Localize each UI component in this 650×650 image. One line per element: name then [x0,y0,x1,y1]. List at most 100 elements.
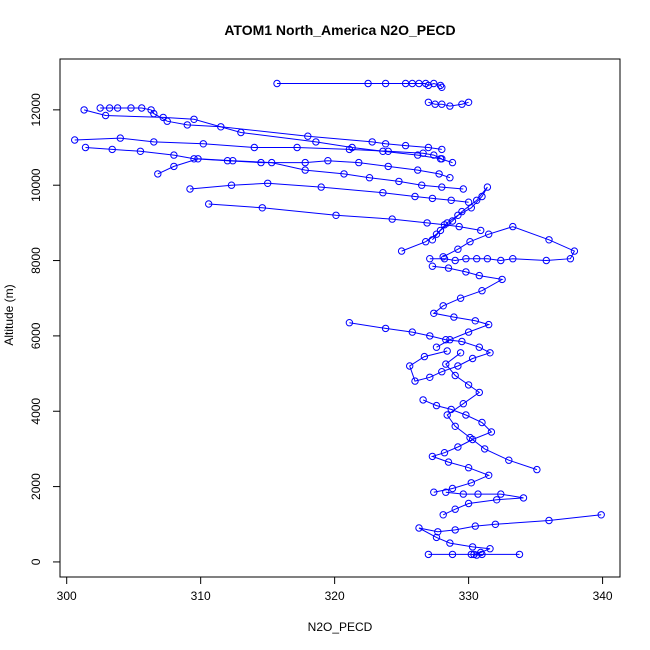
data-point [497,490,505,498]
series-line [208,203,481,231]
data-point [432,533,441,542]
data-point [438,145,446,154]
profile-series [424,98,473,110]
data-point [159,113,167,122]
chart-title: ATOM1 North_America N2O_PECD [224,22,455,38]
y-tick-label: 4000 [29,398,43,425]
data-point [101,111,110,120]
data-point [430,79,438,88]
data-point [424,550,433,559]
series-line [100,107,442,150]
profile-series [273,79,446,92]
data-point [459,400,467,408]
data-point [438,368,446,376]
y-tick-label: 2000 [29,473,43,500]
data-point [444,458,453,466]
data-point [462,255,470,263]
plot-frame [59,58,621,578]
data-point [462,268,470,276]
data-point [456,294,465,302]
data-point [81,143,90,152]
data-point [258,204,266,212]
data-point [273,79,281,88]
series-line [401,186,488,252]
data-point [446,174,454,182]
data-point [509,222,517,231]
data-point [237,128,245,137]
data-point [312,138,320,146]
data-point [566,255,575,263]
data-point [217,123,225,131]
data-point [183,121,192,129]
profile-series [428,262,506,351]
data-point [435,170,443,178]
data-point [473,551,481,559]
data-point [597,511,605,519]
data-point [468,543,477,551]
data-point [450,313,458,321]
data-point [498,275,506,284]
data-point [227,181,236,189]
data-point [478,192,486,201]
data-point [428,194,437,203]
data-point [483,255,492,263]
data-point [443,411,451,419]
x-tick-label: 320 [325,589,345,603]
profile-series [96,104,446,154]
data-point [418,181,426,189]
data-point [381,324,390,333]
data-point [456,349,465,357]
data-point [324,157,332,165]
data-point [505,456,513,464]
data-point [542,256,550,265]
data-point [105,104,114,112]
profile-series [205,200,485,235]
data-point [493,496,501,504]
data-point [116,134,125,142]
data-point [485,471,493,479]
profile-series [186,179,473,206]
data-point [411,192,419,201]
data-point [426,373,434,381]
data-point [364,79,372,88]
series-line [157,158,464,190]
data-point [485,230,493,238]
data-point [478,418,486,427]
data-point [379,189,387,197]
data-point [426,332,434,340]
series-line [428,101,469,107]
data-point [138,104,146,112]
data-point [475,271,483,280]
data-point [475,343,483,351]
data-point [127,104,135,112]
data-point [438,183,446,191]
data-point [475,388,483,397]
data-point [381,79,390,88]
data-point [301,158,309,167]
data-point [401,141,410,150]
data-point [432,343,441,351]
data-point [440,449,449,457]
data-point [419,149,427,157]
data-point [384,162,392,171]
data-point [428,262,437,270]
data-point [451,371,459,380]
data-point [150,138,158,146]
series-line [445,352,538,471]
data-point [458,337,466,346]
data-point [448,158,457,167]
x-tick-label: 330 [459,589,479,603]
data-point [113,104,122,112]
data-point [467,550,475,559]
data-point [438,100,446,108]
y-axis-label: Altitude (m) [2,284,16,345]
data-point [545,236,553,244]
data-point [439,511,447,519]
series-line [422,399,493,493]
data-point [545,516,553,525]
data-point [317,183,325,191]
y-tick-label: 10000 [29,168,43,202]
data-point [451,505,459,513]
